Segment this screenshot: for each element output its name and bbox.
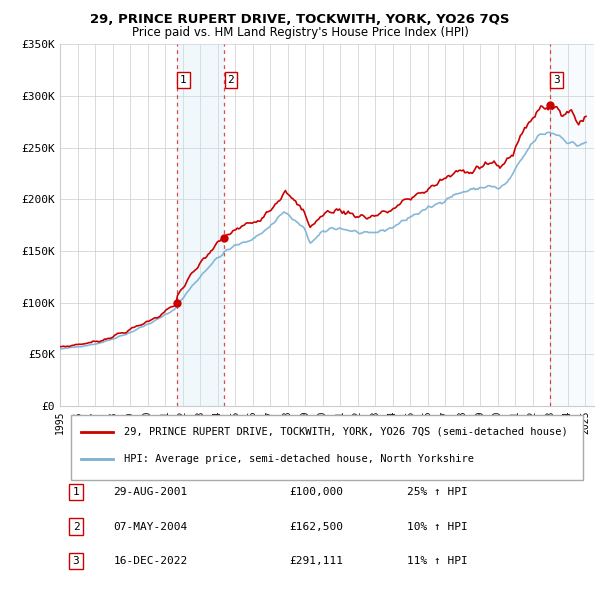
- Text: 1: 1: [180, 75, 187, 85]
- Text: 10% ↑ HPI: 10% ↑ HPI: [407, 522, 468, 532]
- Text: £100,000: £100,000: [290, 487, 344, 497]
- Text: 2: 2: [73, 522, 79, 532]
- Text: £291,111: £291,111: [290, 556, 344, 566]
- Text: 3: 3: [553, 75, 560, 85]
- Text: 2: 2: [227, 75, 235, 85]
- Text: 07-MAY-2004: 07-MAY-2004: [113, 522, 188, 532]
- Text: Price paid vs. HM Land Registry's House Price Index (HPI): Price paid vs. HM Land Registry's House …: [131, 26, 469, 39]
- Bar: [176, 44, 224, 406]
- FancyBboxPatch shape: [71, 415, 583, 480]
- Bar: [550, 44, 594, 406]
- Text: 1: 1: [73, 487, 79, 497]
- Text: 3: 3: [73, 556, 79, 566]
- Text: 29, PRINCE RUPERT DRIVE, TOCKWITH, YORK, YO26 7QS (semi-detached house): 29, PRINCE RUPERT DRIVE, TOCKWITH, YORK,…: [124, 427, 568, 437]
- Text: 29, PRINCE RUPERT DRIVE, TOCKWITH, YORK, YO26 7QS: 29, PRINCE RUPERT DRIVE, TOCKWITH, YORK,…: [90, 13, 510, 26]
- Text: 29-AUG-2001: 29-AUG-2001: [113, 487, 188, 497]
- Text: £162,500: £162,500: [290, 522, 344, 532]
- Text: 25% ↑ HPI: 25% ↑ HPI: [407, 487, 468, 497]
- Text: HPI: Average price, semi-detached house, North Yorkshire: HPI: Average price, semi-detached house,…: [124, 454, 474, 464]
- Text: 11% ↑ HPI: 11% ↑ HPI: [407, 556, 468, 566]
- Text: 16-DEC-2022: 16-DEC-2022: [113, 556, 188, 566]
